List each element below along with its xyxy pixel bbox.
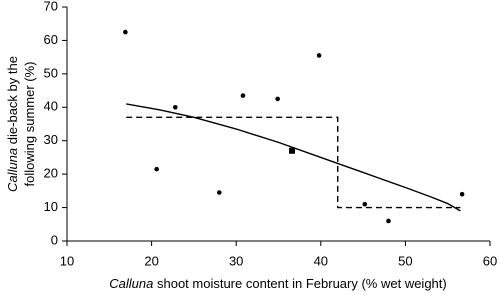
y-tick-label: 40: [44, 99, 58, 114]
point: [275, 96, 280, 102]
y-tick-label: 10: [44, 199, 58, 214]
point: [154, 166, 159, 172]
y-label-line: Calluna die-back by the: [5, 56, 20, 192]
x-tick-label: 10: [60, 253, 74, 268]
y-tick-label: 50: [44, 65, 58, 80]
y-tick-label: 30: [44, 132, 58, 147]
y-tick-label: 70: [44, 0, 58, 13]
x-tick-label: 50: [398, 253, 412, 268]
trend-line: [126, 103, 461, 212]
y-tick-label: 0: [51, 232, 58, 247]
x-label-text: shoot moisture content in February (% we…: [157, 276, 447, 291]
x-label-italic: Calluna: [109, 276, 153, 291]
y-tick-label: 20: [44, 166, 58, 181]
point: [459, 191, 465, 197]
y-tick-label: 60: [44, 32, 58, 47]
point: [289, 147, 296, 154]
y-label-italic: Calluna: [5, 148, 20, 192]
x-tick-label: 20: [144, 253, 158, 268]
point: [172, 104, 178, 110]
point: [216, 190, 222, 195]
x-axis-label: Calluna shoot moisture content in Februa…: [109, 276, 446, 291]
point: [240, 93, 246, 98]
point: [362, 201, 368, 207]
y-axis-label: Calluna die-back by the following summer…: [5, 56, 37, 192]
y-label-text: following summer (%): [22, 62, 37, 187]
point: [316, 53, 322, 58]
x-tick-label: 30: [229, 253, 243, 268]
point: [123, 29, 128, 35]
y-label-line: following summer (%): [22, 62, 37, 187]
x-tick-label: 40: [314, 253, 328, 268]
step-line: [126, 116, 461, 209]
x-tick-label: 60: [483, 253, 497, 268]
point: [386, 218, 391, 224]
y-label-text: die-back by the: [5, 56, 20, 144]
